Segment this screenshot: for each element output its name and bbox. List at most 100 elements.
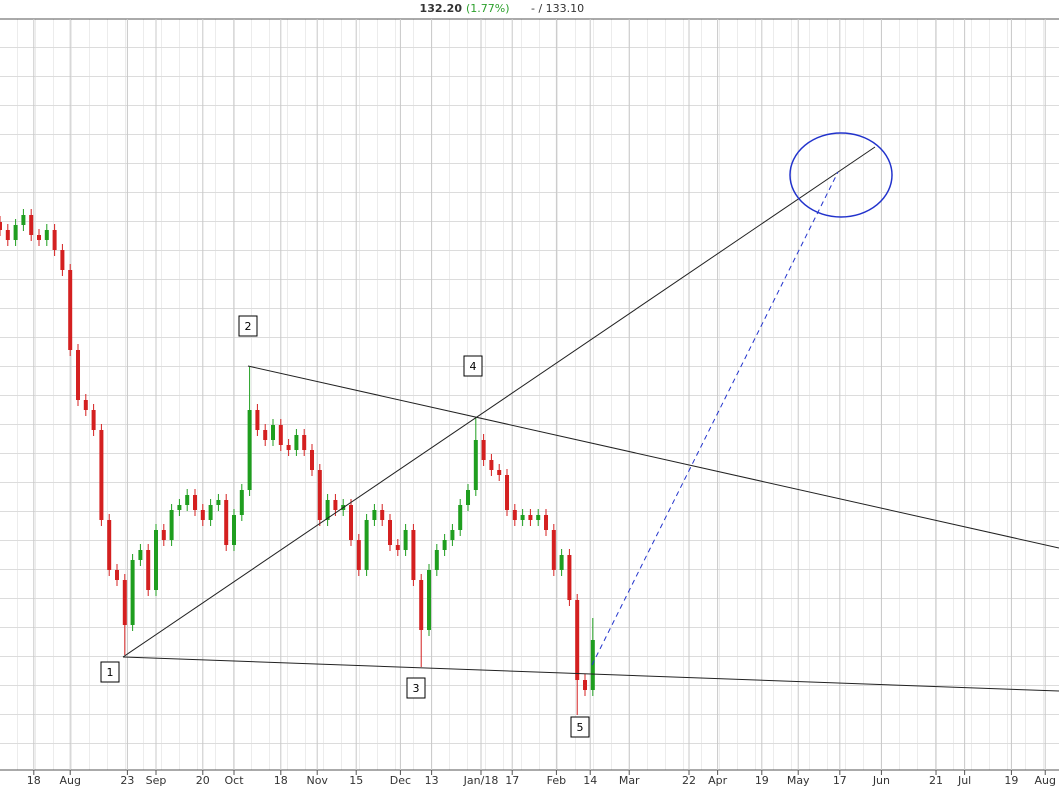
x-tick-label: 21 — [929, 774, 943, 787]
candle-body — [317, 470, 322, 520]
candle-body — [37, 235, 42, 240]
trend-line — [122, 656, 1059, 692]
candle-body — [0, 222, 2, 230]
candle-body — [356, 540, 361, 570]
x-tick-label: 17 — [505, 774, 519, 787]
candle-body — [349, 505, 354, 540]
wave-label-box — [570, 716, 590, 738]
candle-body — [29, 215, 34, 235]
candle-body — [411, 530, 416, 580]
candle-body — [544, 515, 549, 530]
header: 132.20 (1.77%) - / 133.10 — [420, 2, 585, 15]
candle-body — [278, 425, 283, 445]
candle-body — [193, 495, 198, 510]
candle-body — [450, 530, 455, 540]
candle-body — [372, 510, 377, 520]
candle-body — [122, 580, 127, 625]
candle-body — [216, 500, 221, 505]
candle-body — [512, 510, 517, 520]
candle-body — [458, 505, 463, 530]
candle-body — [154, 530, 159, 590]
x-tick-label: Sep — [146, 774, 167, 787]
candle-body — [138, 550, 143, 560]
wave-label-box — [100, 661, 120, 683]
candle-body — [380, 510, 385, 520]
wave-label-box — [406, 677, 426, 699]
candle-body — [364, 520, 369, 570]
candle-body — [395, 545, 400, 550]
wave-label: 1 — [107, 666, 114, 679]
candle-body — [505, 475, 510, 510]
candle-body — [325, 500, 330, 520]
x-tick-label: Aug — [59, 774, 80, 787]
candle-body — [177, 505, 182, 510]
wave-label-box — [238, 315, 258, 337]
candle-body — [247, 410, 252, 490]
target-line — [591, 171, 839, 666]
candle-body — [271, 425, 276, 440]
candle-body — [497, 470, 502, 475]
candle-body — [333, 500, 338, 510]
x-tick-label: Jun — [872, 774, 890, 787]
x-tick-label: 22 — [682, 774, 696, 787]
price-rest: - / 133.10 — [531, 2, 584, 15]
candle-body — [434, 550, 439, 570]
x-tick-label: Feb — [547, 774, 566, 787]
x-tick-label: 17 — [833, 774, 847, 787]
candle-body — [286, 445, 291, 450]
x-tick-label: 19 — [755, 774, 769, 787]
x-tick-label: 15 — [349, 774, 363, 787]
candle-body — [559, 555, 564, 570]
candle-body — [232, 515, 237, 545]
x-tick-label: May — [787, 774, 810, 787]
candle-body — [442, 540, 447, 550]
candle-body — [263, 430, 268, 440]
wave-label: 5 — [577, 721, 584, 734]
x-tick-label: 20 — [196, 774, 210, 787]
trend-line — [247, 365, 1059, 549]
candle-body — [419, 580, 424, 630]
candle-body — [169, 510, 174, 540]
drawings — [122, 132, 1059, 692]
grid-background — [0, 19, 1059, 770]
trend-line — [122, 146, 876, 658]
candle-body — [302, 435, 307, 450]
candle-body — [5, 230, 10, 240]
candle-body — [590, 640, 595, 690]
candle-body — [575, 600, 580, 680]
candle-body — [294, 435, 299, 450]
last-price: 132.20 — [420, 2, 463, 15]
x-tick-label: 13 — [425, 774, 439, 787]
candle-body — [146, 550, 151, 590]
candle-body — [481, 440, 486, 460]
wave-label: 3 — [413, 682, 420, 695]
x-tick-label: Mar — [619, 774, 640, 787]
candle-body — [52, 230, 57, 250]
candle-body — [536, 515, 541, 520]
candle-body — [185, 495, 190, 505]
wave-label: 4 — [470, 360, 477, 373]
x-tick-label: Dec — [390, 774, 411, 787]
candle-body — [68, 270, 73, 350]
candle-body — [130, 560, 135, 625]
candle-body — [224, 500, 229, 545]
candle-body — [388, 520, 393, 545]
candle-body — [583, 680, 588, 690]
wave-label-box — [463, 355, 483, 377]
candle-body — [403, 530, 408, 550]
candle-body — [520, 515, 525, 520]
candle-body — [13, 225, 18, 240]
candle-body — [107, 520, 112, 570]
x-tick-label: 14 — [583, 774, 597, 787]
candle-body — [161, 530, 166, 540]
price-change: (1.77%) — [466, 2, 510, 15]
candle-body — [115, 570, 120, 580]
x-tick-label: Aug — [1034, 774, 1055, 787]
x-tick-label: 23 — [120, 774, 134, 787]
candle-body — [83, 400, 88, 410]
candle-body — [208, 505, 213, 520]
wave-label: 2 — [245, 320, 252, 333]
x-tick-label: Jan/18 — [463, 774, 499, 787]
